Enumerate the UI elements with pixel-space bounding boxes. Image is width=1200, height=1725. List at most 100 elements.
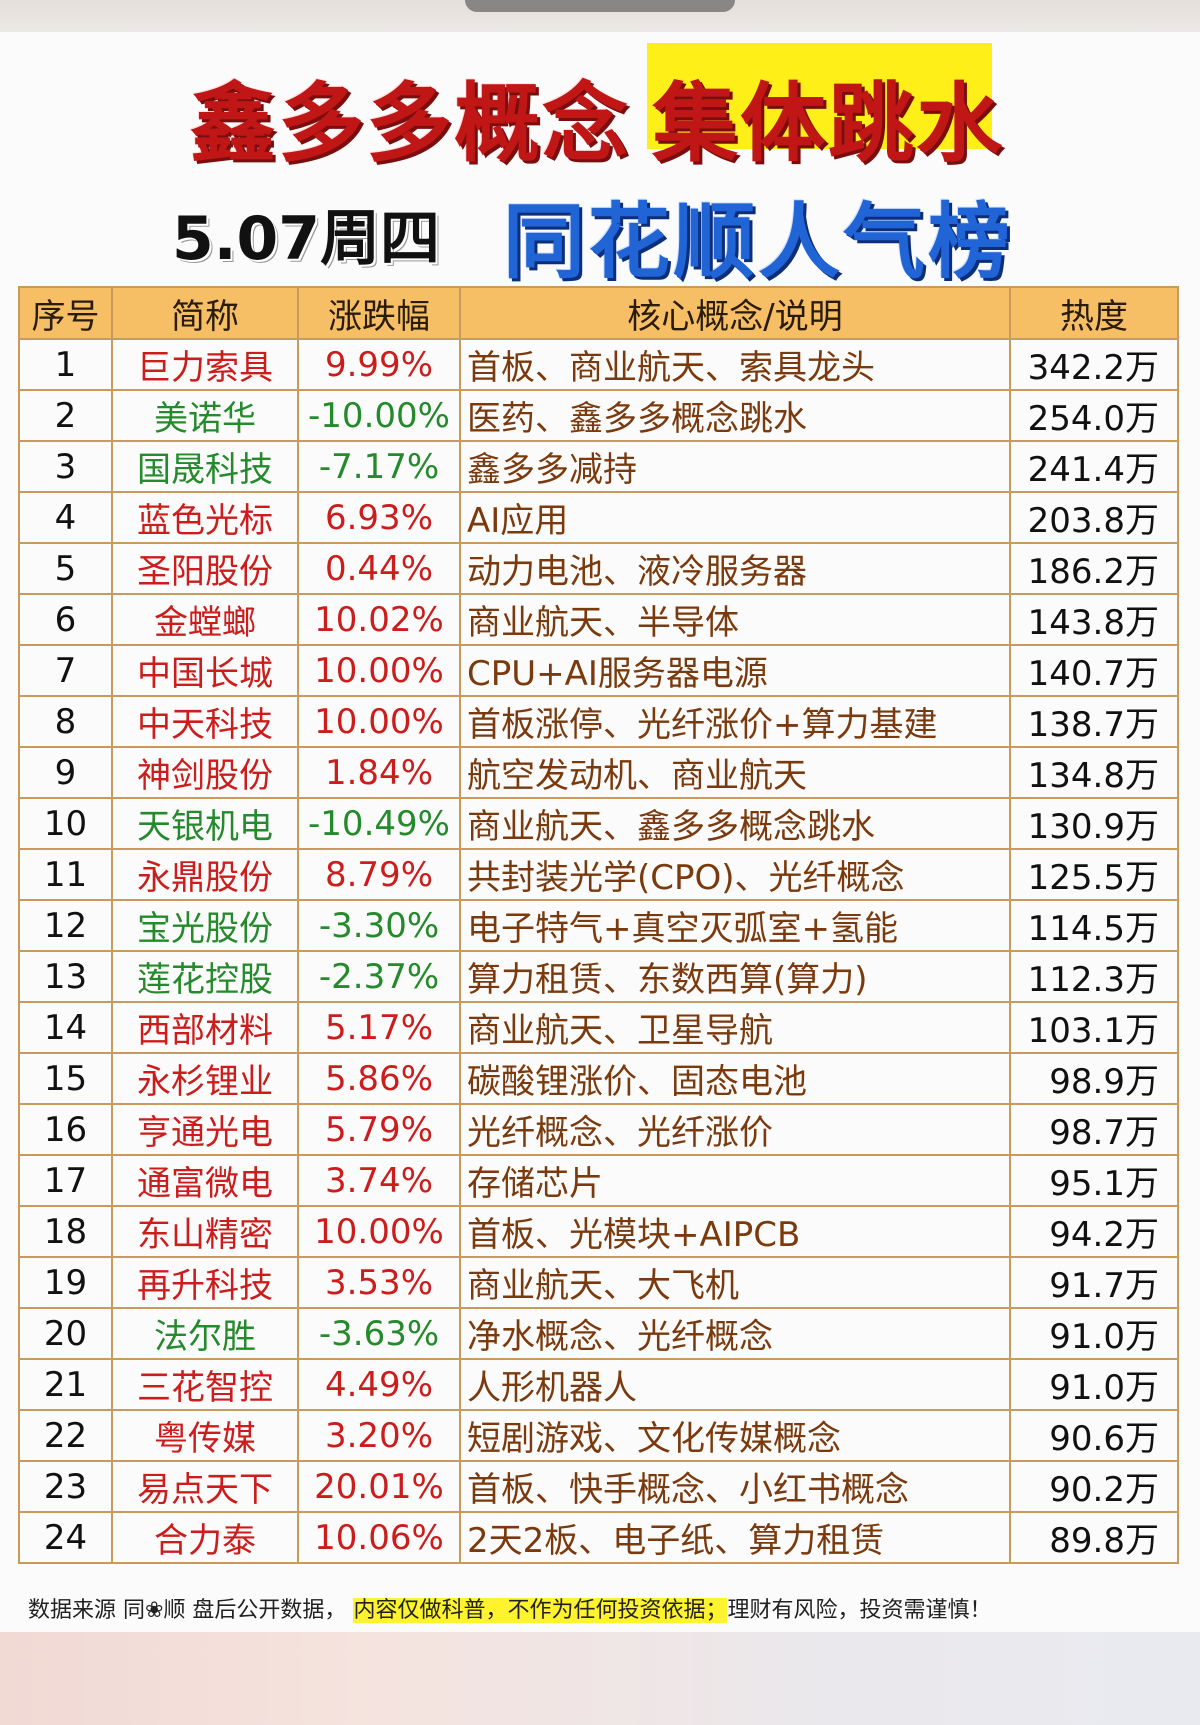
table-row: 6 金螳螂 10.02% 商业航天、半导体 143.8万 bbox=[18, 593, 1179, 646]
concept-cell: 2天2板、电子纸、算力租赁 bbox=[459, 1511, 1011, 1564]
rank-cell: 16 bbox=[18, 1103, 113, 1156]
change-cell: 3.20% bbox=[297, 1409, 461, 1462]
change-cell: 20.01% bbox=[297, 1460, 461, 1513]
heat-cell: 112.3万 bbox=[1009, 950, 1179, 1003]
footer-source: 数据来源 同 bbox=[28, 1598, 145, 1623]
headline-part1: 鑫多多概念 bbox=[190, 74, 630, 174]
concept-cell: 短剧游戏、文化传媒概念 bbox=[459, 1409, 1011, 1462]
stock-name-cell: 金螳螂 bbox=[111, 593, 299, 646]
stock-name-cell: 国晟科技 bbox=[111, 440, 299, 493]
concept-cell: 共封装光学(CPO)、光纤概念 bbox=[459, 848, 1011, 901]
title-row: 鑫多多概念 集体跳水 bbox=[0, 35, 1200, 174]
change-cell: -10.00% bbox=[297, 389, 461, 442]
table-row: 1 巨力索具 9.99% 首板、商业航天、索具龙头 342.2万 bbox=[18, 338, 1179, 391]
table-row: 11 永鼎股份 8.79% 共封装光学(CPO)、光纤概念 125.5万 bbox=[18, 848, 1179, 901]
concept-cell: 商业航天、鑫多多概念跳水 bbox=[459, 797, 1011, 850]
rank-cell: 4 bbox=[18, 491, 113, 544]
table-row: 23 易点天下 20.01% 首板、快手概念、小红书概念 90.2万 bbox=[18, 1460, 1179, 1513]
footer-disclaimer: 数据来源 同❀顺 盘后公开数据， 内容仅做科普，不作为任何投资依据；理财有风险，… bbox=[28, 1592, 991, 1624]
change-cell: 10.00% bbox=[297, 695, 461, 748]
stock-name-cell: 东山精密 bbox=[111, 1205, 299, 1258]
rank-cell: 22 bbox=[18, 1409, 113, 1462]
change-cell: -7.17% bbox=[297, 440, 461, 493]
table-row: 15 永杉锂业 5.86% 碳酸锂涨价、固态电池 98.9万 bbox=[18, 1052, 1179, 1105]
drag-handle[interactable] bbox=[465, 0, 735, 12]
top-bar bbox=[0, 0, 1200, 32]
headline-highlight bbox=[647, 43, 992, 149]
rank-cell: 20 bbox=[18, 1307, 113, 1360]
change-cell: 3.74% bbox=[297, 1154, 461, 1207]
header-rank: 序号 bbox=[18, 286, 113, 340]
change-cell: 9.99% bbox=[297, 338, 461, 391]
change-cell: 3.53% bbox=[297, 1256, 461, 1309]
concept-cell: 动力电池、液冷服务器 bbox=[459, 542, 1011, 595]
heat-cell: 103.1万 bbox=[1009, 1001, 1179, 1054]
table-row: 24 合力泰 10.06% 2天2板、电子纸、算力租赁 89.8万 bbox=[18, 1511, 1179, 1564]
headline-part2: 集体跳水 bbox=[652, 74, 1004, 174]
rank-cell: 15 bbox=[18, 1052, 113, 1105]
table-row: 22 粤传媒 3.20% 短剧游戏、文化传媒概念 90.6万 bbox=[18, 1409, 1179, 1462]
table-row: 14 西部材料 5.17% 商业航天、卫星导航 103.1万 bbox=[18, 1001, 1179, 1054]
flower-icon: ❀ bbox=[145, 1598, 164, 1623]
rank-cell: 14 bbox=[18, 1001, 113, 1054]
rank-cell: 10 bbox=[18, 797, 113, 850]
change-cell: 10.06% bbox=[297, 1511, 461, 1564]
stock-name-cell: 蓝色光标 bbox=[111, 491, 299, 544]
table-body: 1 巨力索具 9.99% 首板、商业航天、索具龙头 342.2万 2 美诺华 -10.00% 医… bbox=[18, 338, 1179, 1564]
bottom-strip bbox=[0, 1632, 1200, 1725]
stock-name-cell: 通富微电 bbox=[111, 1154, 299, 1207]
heat-cell: 90.6万 bbox=[1009, 1409, 1179, 1462]
rank-cell: 1 bbox=[18, 338, 113, 391]
stock-name-cell: 宝光股份 bbox=[111, 899, 299, 952]
heat-cell: 134.8万 bbox=[1009, 746, 1179, 799]
footer-highlight: 内容仅做科普，不作为任何投资依据； bbox=[353, 1598, 728, 1623]
heat-cell: 91.0万 bbox=[1009, 1307, 1179, 1360]
rank-cell: 19 bbox=[18, 1256, 113, 1309]
change-cell: 5.79% bbox=[297, 1103, 461, 1156]
rank-cell: 3 bbox=[18, 440, 113, 493]
heat-cell: 138.7万 bbox=[1009, 695, 1179, 748]
concept-cell: 鑫多多减持 bbox=[459, 440, 1011, 493]
concept-cell: 首板涨停、光纤涨价+算力基建 bbox=[459, 695, 1011, 748]
heat-cell: 114.5万 bbox=[1009, 899, 1179, 952]
stock-name-cell: 莲花控股 bbox=[111, 950, 299, 1003]
concept-cell: 商业航天、大飞机 bbox=[459, 1256, 1011, 1309]
table-row: 16 亨通光电 5.79% 光纤概念、光纤涨价 98.7万 bbox=[18, 1103, 1179, 1156]
stock-name-cell: 三花智控 bbox=[111, 1358, 299, 1411]
table-row: 8 中天科技 10.00% 首板涨停、光纤涨价+算力基建 138.7万 bbox=[18, 695, 1179, 748]
heat-cell: 89.8万 bbox=[1009, 1511, 1179, 1564]
heat-cell: 203.8万 bbox=[1009, 491, 1179, 544]
heat-cell: 342.2万 bbox=[1009, 338, 1179, 391]
footer-risk: 理财有风险，投资需谨慎！ bbox=[727, 1598, 992, 1623]
concept-cell: 医药、鑫多多概念跳水 bbox=[459, 389, 1011, 442]
footer-source-tail: 顺 盘后公开数据， bbox=[163, 1598, 347, 1623]
change-cell: -3.63% bbox=[297, 1307, 461, 1360]
table-row: 17 通富微电 3.74% 存储芯片 95.1万 bbox=[18, 1154, 1179, 1207]
stock-name-cell: 亨通光电 bbox=[111, 1103, 299, 1156]
stock-name-cell: 圣阳股份 bbox=[111, 542, 299, 595]
concept-cell: 算力租赁、东数西算(算力) bbox=[459, 950, 1011, 1003]
header-concept: 核心概念/说明 bbox=[459, 286, 1011, 340]
change-cell: 10.00% bbox=[297, 644, 461, 697]
concept-cell: 首板、快手概念、小红书概念 bbox=[459, 1460, 1011, 1513]
change-cell: 5.17% bbox=[297, 1001, 461, 1054]
rank-cell: 7 bbox=[18, 644, 113, 697]
heat-cell: 98.7万 bbox=[1009, 1103, 1179, 1156]
stock-name-cell: 法尔胜 bbox=[111, 1307, 299, 1360]
table-row: 2 美诺华 -10.00% 医药、鑫多多概念跳水 254.0万 bbox=[18, 389, 1179, 442]
stock-name-cell: 永鼎股份 bbox=[111, 848, 299, 901]
change-cell: 6.93% bbox=[297, 491, 461, 544]
rank-cell: 18 bbox=[18, 1205, 113, 1258]
concept-cell: 首板、光模块+AIPCB bbox=[459, 1205, 1011, 1258]
heat-cell: 90.2万 bbox=[1009, 1460, 1179, 1513]
table-row: 3 国晟科技 -7.17% 鑫多多减持 241.4万 bbox=[18, 440, 1179, 493]
stock-name-cell: 天银机电 bbox=[111, 797, 299, 850]
heat-cell: 143.8万 bbox=[1009, 593, 1179, 646]
concept-cell: 首板、商业航天、索具龙头 bbox=[459, 338, 1011, 391]
stock-name-cell: 中国长城 bbox=[111, 644, 299, 697]
heat-cell: 94.2万 bbox=[1009, 1205, 1179, 1258]
change-cell: 8.79% bbox=[297, 848, 461, 901]
change-cell: 0.44% bbox=[297, 542, 461, 595]
table-row: 12 宝光股份 -3.30% 电子特气+真空灭弧室+氢能 114.5万 bbox=[18, 899, 1179, 952]
concept-cell: 光纤概念、光纤涨价 bbox=[459, 1103, 1011, 1156]
